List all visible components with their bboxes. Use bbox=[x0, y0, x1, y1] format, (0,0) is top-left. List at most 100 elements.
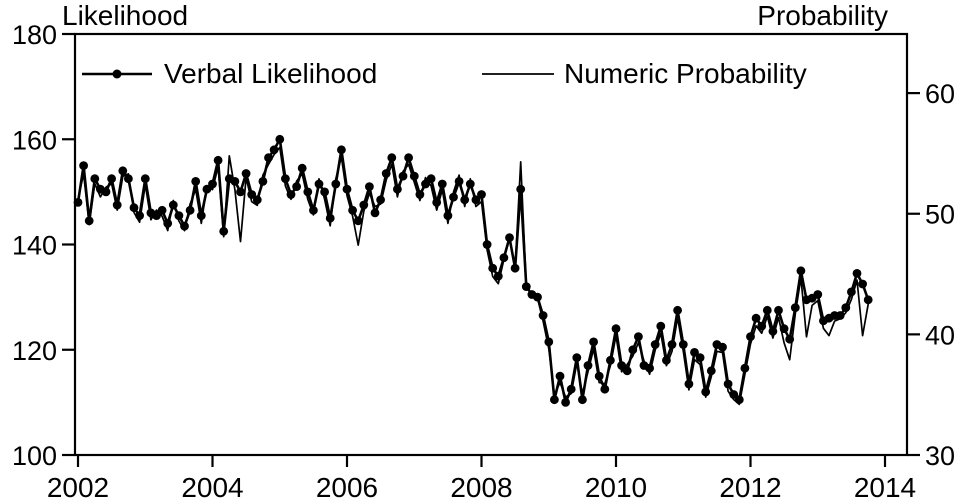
data-point-verbal-likelihood bbox=[325, 213, 335, 223]
data-point-verbal-likelihood bbox=[73, 198, 83, 207]
data-point-verbal-likelihood bbox=[437, 179, 447, 189]
data-point-verbal-likelihood bbox=[678, 340, 688, 349]
data-point-verbal-likelihood bbox=[393, 184, 402, 194]
data-point-verbal-likelihood bbox=[858, 279, 867, 289]
data-point-verbal-likelihood bbox=[342, 184, 352, 194]
data-point-verbal-likelihood bbox=[701, 387, 711, 397]
data-point-verbal-likelihood bbox=[695, 353, 705, 362]
left-axis-tick-label: 180 bbox=[12, 20, 57, 50]
x-axis-tick-label: 2002 bbox=[47, 472, 109, 503]
data-point-verbal-likelihood bbox=[252, 195, 262, 205]
data-point-verbal-likelihood bbox=[572, 353, 582, 362]
data-point-verbal-likelihood bbox=[163, 219, 173, 228]
data-point-verbal-likelihood bbox=[404, 153, 413, 163]
data-point-verbal-likelihood bbox=[185, 205, 195, 215]
x-axis-tick-label: 2010 bbox=[585, 472, 647, 503]
left-axis-tick-label: 140 bbox=[12, 231, 57, 261]
data-point-verbal-likelihood bbox=[264, 153, 273, 163]
data-point-verbal-likelihood bbox=[723, 379, 733, 389]
data-point-verbal-likelihood bbox=[706, 366, 716, 376]
data-point-verbal-likelihood bbox=[482, 240, 492, 249]
right-axis-tick-label: 60 bbox=[925, 79, 955, 109]
data-point-verbal-likelihood bbox=[140, 174, 150, 184]
data-point-verbal-likelihood bbox=[863, 295, 873, 305]
data-point-verbal-likelihood bbox=[561, 398, 570, 407]
data-point-verbal-likelihood bbox=[667, 340, 677, 349]
data-point-verbal-likelihood bbox=[634, 332, 643, 341]
data-point-verbal-likelihood bbox=[381, 169, 391, 178]
data-point-verbal-likelihood bbox=[387, 153, 397, 163]
data-point-verbal-likelihood bbox=[191, 177, 201, 186]
data-point-verbal-likelihood bbox=[107, 174, 116, 184]
data-point-verbal-likelihood bbox=[606, 355, 615, 365]
data-point-verbal-likelihood bbox=[578, 395, 587, 405]
data-point-verbal-likelihood bbox=[779, 324, 789, 334]
data-point-verbal-likelihood bbox=[477, 190, 486, 199]
data-point-verbal-likelihood bbox=[281, 174, 290, 184]
data-point-verbal-likelihood bbox=[219, 226, 229, 236]
data-point-verbal-likelihood bbox=[247, 190, 257, 199]
legend-item-numeric-probability: Numeric Probability bbox=[482, 58, 807, 90]
data-point-verbal-likelihood bbox=[269, 145, 279, 155]
data-point-verbal-likelihood bbox=[174, 211, 184, 221]
x-axis-tick-label: 2008 bbox=[450, 472, 512, 503]
data-point-verbal-likelihood bbox=[230, 177, 240, 186]
data-point-verbal-likelihood bbox=[774, 305, 783, 315]
data-point-verbal-likelihood bbox=[690, 348, 699, 357]
data-point-verbal-likelihood bbox=[790, 303, 800, 312]
data-point-verbal-likelihood bbox=[90, 174, 100, 184]
data-point-verbal-likelihood bbox=[370, 208, 380, 218]
data-point-verbal-likelihood bbox=[589, 337, 598, 347]
data-point-verbal-likelihood bbox=[465, 179, 475, 189]
left-axis-tick-label: 120 bbox=[12, 336, 57, 366]
data-point-verbal-likelihood bbox=[118, 166, 128, 176]
data-point-verbal-likelihood bbox=[241, 169, 251, 178]
data-point-verbal-likelihood bbox=[460, 195, 470, 205]
data-point-verbal-likelihood bbox=[168, 200, 178, 210]
data-point-verbal-likelihood bbox=[365, 182, 374, 192]
data-point-verbal-likelihood bbox=[152, 211, 161, 221]
right-axis-title: Probability bbox=[757, 0, 888, 31]
data-point-verbal-likelihood bbox=[718, 342, 727, 352]
data-point-verbal-likelihood bbox=[488, 263, 498, 273]
data-point-verbal-likelihood bbox=[566, 384, 576, 394]
data-point-verbal-likelihood bbox=[813, 290, 823, 299]
data-point-verbal-likelihood bbox=[521, 282, 531, 291]
right-axis-tick-label: 40 bbox=[925, 320, 955, 350]
left-axis-tick-label: 160 bbox=[12, 125, 57, 155]
data-point-verbal-likelihood bbox=[202, 184, 212, 194]
data-point-verbal-likelihood bbox=[600, 384, 610, 394]
data-point-verbal-likelihood bbox=[544, 337, 554, 347]
data-point-verbal-likelihood bbox=[426, 174, 436, 184]
data-point-verbal-likelihood bbox=[734, 395, 744, 405]
legend-line-dot-icon bbox=[82, 69, 152, 79]
data-point-verbal-likelihood bbox=[662, 355, 671, 365]
data-point-verbal-likelihood bbox=[309, 205, 318, 215]
data-point-verbal-likelihood bbox=[443, 211, 453, 221]
data-point-verbal-likelihood bbox=[236, 187, 245, 197]
data-point-verbal-likelihood bbox=[510, 263, 520, 273]
left-axis-title: Likelihood bbox=[62, 0, 189, 31]
data-point-verbal-likelihood bbox=[79, 161, 88, 171]
legend-numeric-label: Numeric Probability bbox=[564, 58, 807, 89]
data-point-verbal-likelihood bbox=[196, 211, 206, 221]
data-point-verbal-likelihood bbox=[785, 334, 795, 344]
right-axis-tick-label: 30 bbox=[925, 441, 955, 471]
data-point-verbal-likelihood bbox=[852, 269, 862, 278]
data-point-verbal-likelihood bbox=[762, 305, 772, 315]
data-point-verbal-likelihood bbox=[493, 271, 503, 281]
data-point-verbal-likelihood bbox=[650, 340, 660, 349]
data-point-verbal-likelihood bbox=[538, 311, 548, 320]
right-axis-tick-label: 50 bbox=[925, 200, 955, 230]
data-point-verbal-likelihood bbox=[617, 361, 626, 370]
data-point-verbal-likelihood bbox=[516, 184, 526, 194]
data-point-verbal-likelihood bbox=[303, 187, 313, 197]
data-point-verbal-likelihood bbox=[550, 395, 559, 405]
data-point-verbal-likelihood bbox=[555, 371, 565, 381]
data-point-verbal-likelihood bbox=[757, 321, 767, 331]
data-point-verbal-likelihood bbox=[673, 305, 682, 315]
data-point-verbal-likelihood bbox=[84, 216, 94, 226]
data-point-verbal-likelihood bbox=[135, 211, 145, 221]
